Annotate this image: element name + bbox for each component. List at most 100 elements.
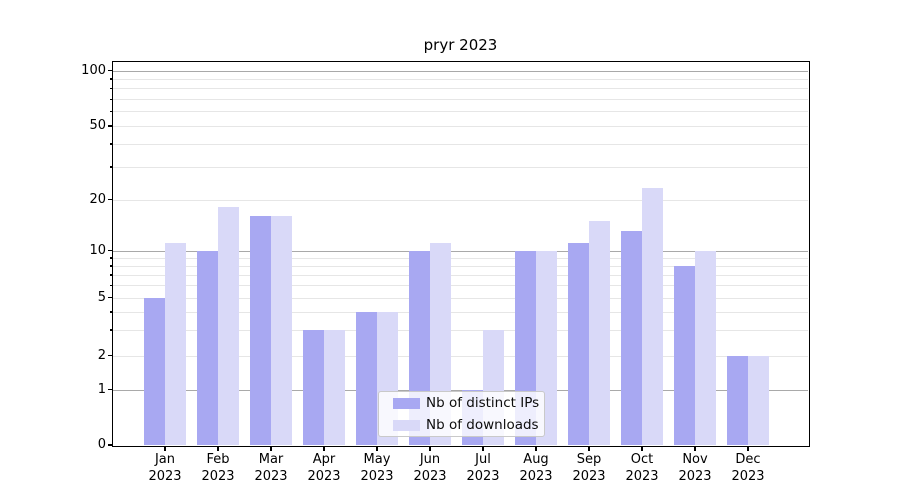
y-minor-tick-mark: [110, 166, 113, 168]
bar-distinct-ips: [303, 329, 324, 445]
bar-downloads: [218, 207, 239, 445]
legend-swatch-distinct-ips: [393, 397, 420, 409]
y-minor-tick-mark: [110, 143, 113, 145]
x-tick-month: Sep: [576, 452, 602, 467]
y-minor-tick-mark: [110, 87, 113, 90]
minor-gridline: [113, 126, 808, 127]
y-minor-tick-mark: [110, 274, 113, 276]
bar-distinct-ips: [568, 243, 589, 445]
x-tick-mark: [164, 446, 166, 451]
x-tick-month: Jun: [419, 452, 441, 467]
x-tick-label: Feb 2023: [192, 452, 245, 485]
y-tick-label: 2: [97, 347, 106, 363]
y-tick-label: 20: [89, 191, 106, 207]
x-tick-year: 2023: [625, 468, 659, 484]
y-minor-tick-mark: [110, 311, 113, 313]
x-tick-year: 2023: [572, 468, 606, 484]
bar-downloads: [748, 355, 769, 445]
y-minor-tick-mark: [110, 284, 113, 287]
x-tick-year: 2023: [148, 468, 182, 484]
bar-distinct-ips: [674, 265, 695, 445]
major-gridline: [113, 250, 808, 252]
x-tick-year: 2023: [307, 468, 341, 484]
x-tick-month: Mar: [258, 452, 284, 467]
x-tick-label: Apr 2023: [298, 452, 351, 485]
x-tick-year: 2023: [731, 468, 765, 484]
x-tick-label: Jan 2023: [139, 452, 192, 485]
y-tick-mark: [107, 354, 113, 357]
legend-swatch-downloads: [393, 419, 420, 431]
minor-gridline: [113, 143, 808, 145]
x-tick-year: 2023: [360, 468, 394, 484]
minor-gridline: [113, 88, 808, 90]
y-minor-tick-mark: [110, 98, 113, 100]
bar-downloads: [165, 243, 186, 445]
bar-downloads: [589, 220, 610, 445]
bar-distinct-ips: [197, 250, 218, 445]
y-tick-mark: [107, 69, 113, 72]
x-tick-month: Jan: [154, 452, 176, 467]
bar-distinct-ips: [250, 215, 271, 445]
x-tick-mark: [535, 446, 537, 451]
x-tick-year: 2023: [413, 468, 447, 484]
x-tick-label: Dec 2023: [722, 452, 775, 485]
x-tick-month: May: [363, 452, 391, 467]
y-tick-label: 50: [89, 118, 106, 133]
y-tick-label: 10: [89, 242, 106, 258]
bar-downloads: [324, 329, 345, 445]
y-minor-tick-mark: [110, 110, 113, 113]
chart-title: pryr 2023: [423, 36, 498, 54]
y-minor-tick-mark: [110, 329, 113, 331]
legend-label-downloads: Nb of downloads: [426, 417, 539, 433]
minor-gridline: [113, 311, 808, 313]
x-tick-mark: [588, 446, 590, 451]
bar-distinct-ips: [144, 297, 165, 445]
x-tick-year: 2023: [519, 468, 553, 484]
x-tick-label: Jul 2023: [457, 452, 510, 485]
legend-item-downloads: Nb of downloads: [393, 417, 539, 433]
x-tick-label: May 2023: [351, 452, 404, 485]
x-tick-mark: [217, 446, 219, 451]
x-tick-mark: [270, 446, 272, 451]
x-tick-month: Feb: [206, 452, 230, 467]
bar-distinct-ips: [621, 231, 642, 445]
bar-downloads: [271, 215, 292, 445]
x-tick-mark: [694, 446, 696, 451]
x-tick-mark: [323, 446, 325, 451]
x-tick-label: Aug 2023: [510, 452, 563, 485]
minor-gridline: [113, 285, 808, 287]
x-tick-year: 2023: [466, 468, 500, 484]
bar-downloads: [695, 250, 716, 445]
minor-gridline: [113, 257, 808, 259]
minor-gridline: [113, 297, 808, 299]
x-tick-mark: [482, 446, 484, 451]
y-tick-label: 100: [81, 62, 106, 78]
legend-label-distinct-ips: Nb of distinct IPs: [426, 395, 540, 411]
x-tick-year: 2023: [201, 468, 235, 484]
x-tick-month: Nov: [682, 452, 708, 467]
y-tick-label: 0: [97, 437, 106, 452]
y-tick-label: 5: [97, 289, 106, 305]
minor-gridline: [113, 199, 808, 201]
y-tick-mark: [107, 444, 113, 446]
major-gridline: [113, 389, 808, 391]
y-tick-mark: [107, 388, 113, 391]
bar-downloads: [642, 188, 663, 445]
minor-gridline: [113, 274, 808, 276]
y-minor-tick-mark: [110, 78, 113, 80]
bars-layer: [113, 62, 808, 445]
x-tick-month: Jul: [475, 452, 491, 467]
y-tick-mark: [107, 125, 113, 127]
bar-distinct-ips: [727, 355, 748, 445]
y-tick-mark: [107, 296, 113, 299]
x-tick-label: Sep 2023: [563, 452, 616, 485]
minor-gridline: [113, 265, 808, 267]
x-tick-mark: [376, 446, 378, 451]
x-tick-label: Oct 2023: [616, 452, 669, 485]
y-minor-tick-mark: [110, 257, 113, 259]
x-tick-mark: [641, 446, 643, 451]
x-tick-label: Jun 2023: [404, 452, 457, 485]
minor-gridline: [113, 111, 808, 113]
x-tick-mark: [747, 446, 749, 451]
major-gridline: [113, 70, 808, 72]
